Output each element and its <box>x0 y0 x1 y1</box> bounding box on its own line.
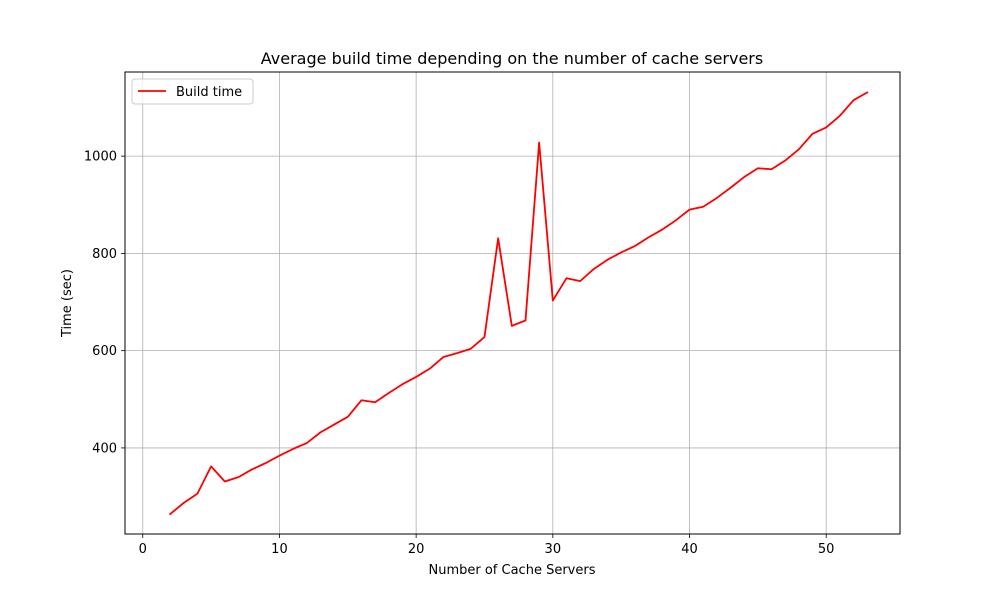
data-point <box>593 268 595 270</box>
y-axis-ticks: 400 600 800 1000 <box>84 150 125 456</box>
data-point <box>347 416 349 418</box>
data-point <box>606 259 608 261</box>
data-point <box>784 159 786 161</box>
data-point <box>333 423 335 425</box>
data-point <box>497 237 499 239</box>
data-point <box>839 115 841 117</box>
data-point <box>647 236 649 238</box>
legend-label: Build time <box>176 85 242 100</box>
y-tick-label: 800 <box>92 247 117 262</box>
x-tick-label: 30 <box>545 542 562 557</box>
data-point <box>634 245 636 247</box>
y-tick-label: 600 <box>92 344 117 359</box>
data-point <box>511 325 513 327</box>
data-point <box>661 228 663 230</box>
data-point <box>374 401 376 403</box>
x-axis-label: Number of Cache Servers <box>429 563 596 578</box>
data-point <box>852 99 854 101</box>
data-point <box>524 319 526 321</box>
data-point <box>415 376 417 378</box>
data-point <box>565 277 567 279</box>
data-point <box>278 455 280 457</box>
data-point <box>183 502 185 504</box>
data-point <box>470 348 472 350</box>
data-point <box>210 465 212 467</box>
data-point <box>196 492 198 494</box>
data-point <box>825 126 827 128</box>
data-point <box>224 480 226 482</box>
data-point <box>688 208 690 210</box>
y-tick-label: 400 <box>92 441 117 456</box>
data-point <box>483 336 485 338</box>
data-point <box>292 448 294 450</box>
x-tick-label: 0 <box>139 542 147 557</box>
data-point <box>442 356 444 358</box>
y-tick-label: 1000 <box>84 150 117 165</box>
data-point <box>265 462 267 464</box>
data-point <box>388 392 390 394</box>
data-point <box>770 168 772 170</box>
x-tick-label: 20 <box>408 542 425 557</box>
data-point <box>552 299 554 301</box>
data-point <box>743 176 745 178</box>
data-point <box>702 206 704 208</box>
data-point <box>675 219 677 221</box>
series-line-build-time <box>168 91 869 516</box>
data-point <box>306 442 308 444</box>
chart-title: Average build time depending on the numb… <box>261 49 763 68</box>
plot-frame <box>124 71 901 535</box>
x-axis-ticks: 0 10 20 30 40 50 <box>139 534 835 557</box>
y-axis-label: Time (sec) <box>60 269 75 338</box>
data-point <box>360 399 362 401</box>
data-point <box>538 141 540 143</box>
x-tick-label: 10 <box>271 542 288 557</box>
grid <box>125 72 900 534</box>
data-point <box>798 148 800 150</box>
data-point <box>729 187 731 189</box>
data-point <box>811 133 813 135</box>
data-point <box>620 251 622 253</box>
data-point <box>579 280 581 282</box>
data-point <box>237 476 239 478</box>
data-point <box>251 468 253 470</box>
legend: Build time <box>131 78 254 105</box>
data-point <box>866 91 868 93</box>
legend-box <box>131 78 254 105</box>
data-point <box>716 197 718 199</box>
data-point <box>456 352 458 354</box>
x-tick-label: 40 <box>681 542 698 557</box>
data-point <box>401 383 403 385</box>
data-point <box>757 167 759 169</box>
x-tick-label: 50 <box>818 542 835 557</box>
data-point <box>169 513 171 515</box>
series-layer <box>168 91 869 516</box>
data-point <box>429 367 431 369</box>
data-point <box>319 431 321 433</box>
